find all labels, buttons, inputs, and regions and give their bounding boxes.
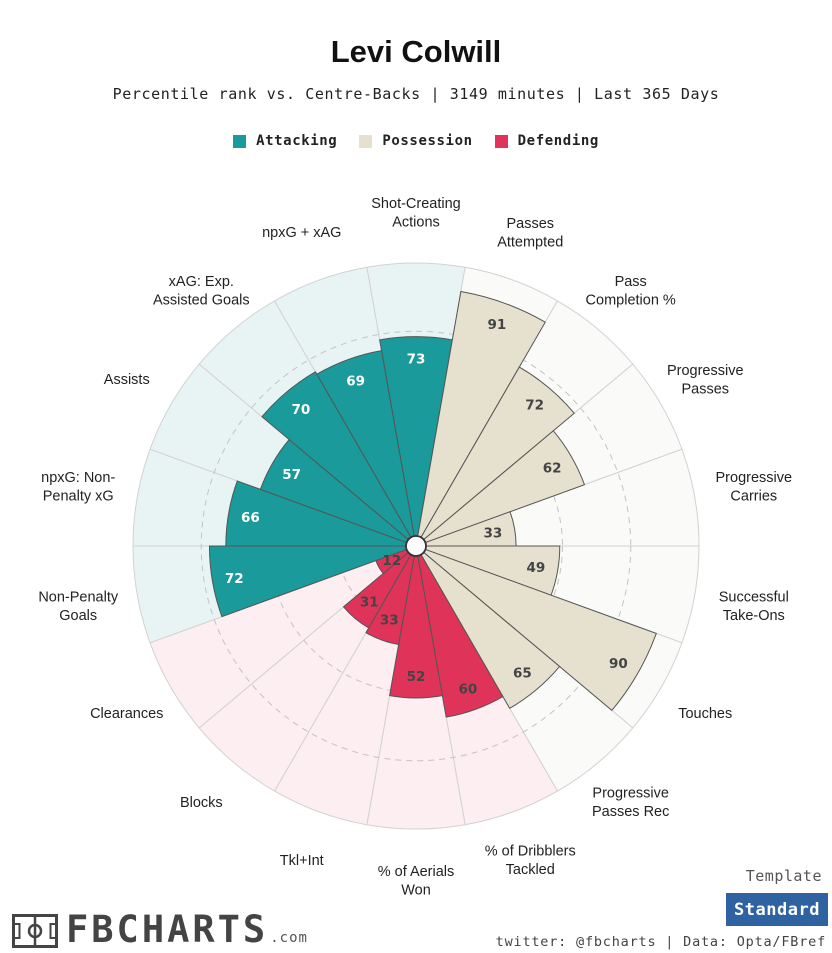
value-label: 66 [241, 510, 260, 526]
value-label: 57 [282, 467, 301, 483]
value-label: 70 [291, 402, 310, 418]
legend-label-possession: Possession [382, 133, 473, 149]
value-label: 72 [525, 398, 544, 414]
gridline-circle [200, 330, 632, 762]
legend-swatch-defending [494, 134, 508, 148]
category-label: Progressive Carries [716, 470, 793, 505]
category-label: % of Dribblers Tackled [485, 844, 576, 879]
value-label: 91 [487, 317, 506, 333]
value-label: 33 [484, 525, 503, 541]
chart-subtitle: Percentile rank vs. Centre-Backs | 3149 … [112, 85, 720, 103]
chart-title: Levi Colwill [330, 34, 502, 69]
category-label: Shot-Creating Actions [371, 196, 460, 231]
center-circle [405, 535, 427, 557]
category-label: % of Aerials Won [378, 864, 455, 899]
legend-item-attacking: Attacking [233, 133, 337, 149]
category-label: Clearances [90, 706, 163, 722]
category-label: Passes Attempted [497, 216, 563, 251]
category-label: Tkl+Int [280, 853, 324, 869]
value-label: 62 [543, 460, 562, 476]
value-label: 60 [459, 682, 478, 698]
value-label: 33 [380, 612, 399, 628]
category-label: Assists [104, 372, 150, 388]
category-label: Blocks [180, 795, 223, 811]
legend: Attacking Possession Defending [0, 133, 832, 149]
category-label: Progressive Passes Rec [592, 786, 669, 821]
logo-text: FBCHARTS [66, 908, 269, 951]
value-label: 52 [407, 669, 426, 685]
template-selector-button[interactable]: Standard [726, 893, 828, 926]
legend-label-attacking: Attacking [256, 133, 338, 149]
category-label: Pass Completion % [586, 274, 676, 309]
legend-swatch-possession [359, 134, 373, 148]
category-label: npxG: Non-Penalty xG [41, 470, 115, 505]
credits-text: twitter: @fbcharts | Data: Opta/FBref [495, 934, 826, 950]
logo-suffix: .com [270, 930, 308, 946]
pitch-icon [12, 914, 58, 948]
value-label: 69 [346, 373, 365, 389]
value-label: 31 [360, 595, 379, 611]
category-label: npxG + xAG [262, 225, 341, 241]
legend-swatch-attacking [233, 134, 247, 148]
value-label: 12 [382, 553, 401, 569]
value-label: 90 [609, 656, 628, 672]
template-label: Template [745, 867, 822, 885]
legend-label-defending: Defending [517, 133, 599, 149]
gridline-circle [269, 399, 563, 693]
value-label: 73 [407, 352, 426, 368]
category-label: xAG: Exp. Assisted Goals [153, 274, 250, 309]
value-label: 65 [513, 666, 532, 682]
category-label: Touches [678, 706, 732, 722]
value-label: 49 [527, 560, 546, 576]
category-label: Non-Penalty Goals [38, 589, 119, 624]
fbcharts-logo: FBCHARTS .com [12, 908, 308, 948]
value-label: 72 [225, 571, 244, 587]
category-label: Successful Take-Ons [719, 589, 789, 624]
category-label: Progressive Passes [667, 363, 744, 398]
legend-item-defending: Defending [494, 133, 599, 149]
legend-item-possession: Possession [359, 133, 472, 149]
